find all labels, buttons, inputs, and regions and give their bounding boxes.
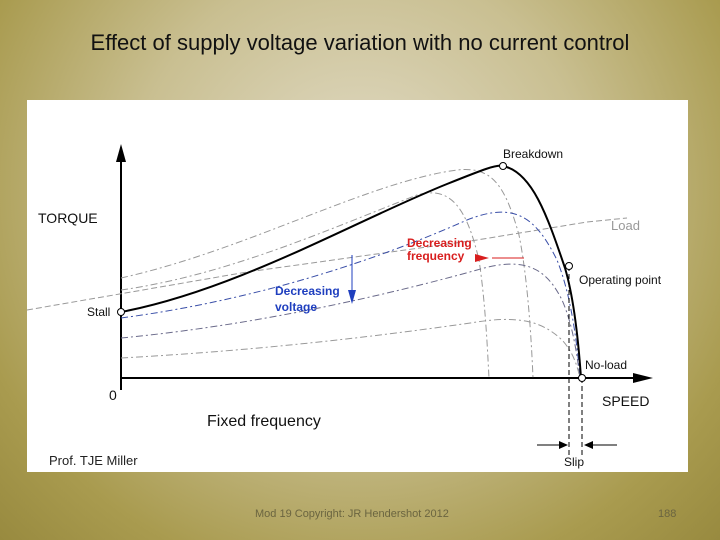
load-line bbox=[27, 217, 628, 311]
decreasing-frequency-arrowhead bbox=[475, 254, 489, 262]
torque-speed-diagram: TORQUE SPEED 0 Breakdown Load Stall Oper… bbox=[27, 144, 662, 469]
decreasing-voltage-label-line2: voltage bbox=[275, 300, 317, 314]
breakdown-point-marker bbox=[499, 162, 507, 170]
stall-point-marker bbox=[117, 308, 125, 316]
reduced-frequency-curve-1 bbox=[120, 168, 534, 379]
reduced-voltage-curve-3 bbox=[120, 318, 581, 379]
full-voltage-curve bbox=[120, 164, 582, 379]
load-label: Load bbox=[611, 218, 640, 233]
torque-axis-label: TORQUE bbox=[38, 210, 98, 226]
no-load-point-marker bbox=[578, 374, 586, 382]
page-number: 188 bbox=[658, 508, 677, 520]
decreasing-frequency-label-line2: frequency bbox=[407, 249, 465, 263]
breakdown-label: Breakdown bbox=[503, 147, 563, 161]
decreasing-voltage-arrowhead bbox=[348, 290, 356, 304]
diagram-figure: TORQUE SPEED 0 Breakdown Load Stall Oper… bbox=[27, 100, 688, 472]
figure-caption: Fixed frequency bbox=[207, 413, 321, 430]
origin-label: 0 bbox=[109, 387, 117, 403]
author-credit: Prof. TJE Miller bbox=[49, 453, 138, 468]
stall-label: Stall bbox=[87, 305, 110, 319]
slide-title: Effect of supply voltage variation with … bbox=[90, 30, 630, 55]
speed-axis-label: SPEED bbox=[602, 393, 649, 409]
reduced-voltage-curve-2 bbox=[120, 263, 581, 379]
decreasing-voltage-label-line1: Decreasing bbox=[275, 284, 340, 298]
slip-label: Slip bbox=[564, 455, 584, 469]
no-load-label: No-load bbox=[585, 358, 627, 372]
operating-point-marker bbox=[565, 262, 573, 270]
decreasing-frequency-label-line1: Decreasing bbox=[407, 236, 472, 250]
operating-point-label: Operating point bbox=[579, 273, 662, 287]
footer-copyright: Mod 19 Copyright: JR Hendershot 2012 bbox=[255, 508, 449, 520]
torque-axis-arrowhead bbox=[116, 144, 126, 162]
speed-axis-arrowhead bbox=[633, 373, 653, 383]
